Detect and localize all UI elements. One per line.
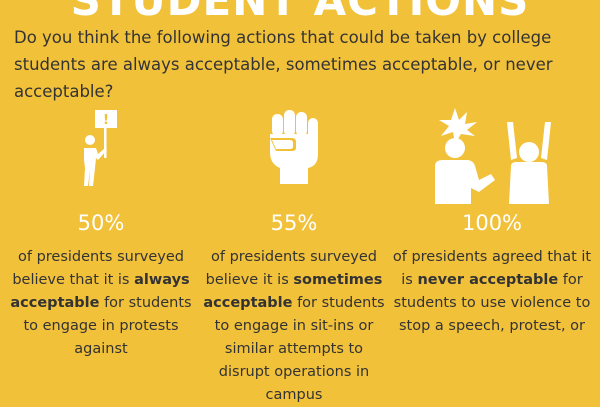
stat-column-never: 100% of presidents agreed that it is nev…: [390, 108, 594, 338]
protester-with-sign-icon: !: [8, 108, 194, 204]
svg-text:!: !: [103, 113, 109, 128]
desc-text-after: for students to use violence to stop a s…: [393, 272, 591, 334]
stat-description: of presidents surveyed believe it is som…: [196, 246, 392, 407]
desc-text-after: for students to engage in sit-ins or sim…: [214, 295, 385, 403]
raised-fist-icon: [196, 108, 392, 204]
stat-description: of presidents surveyed believe that it i…: [8, 246, 194, 361]
stat-description: of presidents agreed that it is never ac…: [390, 246, 594, 338]
desc-text-before: of presidents surveyed believe that it i…: [12, 249, 184, 288]
percent-value: 55%: [270, 211, 318, 235]
survey-question: Do you think the following actions that …: [14, 28, 553, 101]
percent-value: 100%: [461, 211, 523, 235]
person-hitting-person-icon: [390, 108, 594, 204]
stat-column-always: ! 50% of presidents surveyed believe tha…: [8, 108, 194, 361]
desc-emphasis: always acceptable: [10, 272, 190, 311]
desc-text-before: of presidents agreed that it is: [392, 249, 592, 288]
infographic-title: STUDENT ACTIONS: [70, 0, 530, 25]
desc-text-before: of presidents surveyed believe it is: [205, 249, 377, 288]
stat-column-sometimes: 55% of presidents surveyed believe it is…: [196, 108, 392, 407]
desc-emphasis: sometimes acceptable: [203, 272, 383, 311]
desc-text-after: for students to engage in protests again…: [23, 295, 192, 357]
desc-emphasis: never acceptable: [417, 272, 559, 288]
percent-value: 50%: [77, 211, 125, 235]
